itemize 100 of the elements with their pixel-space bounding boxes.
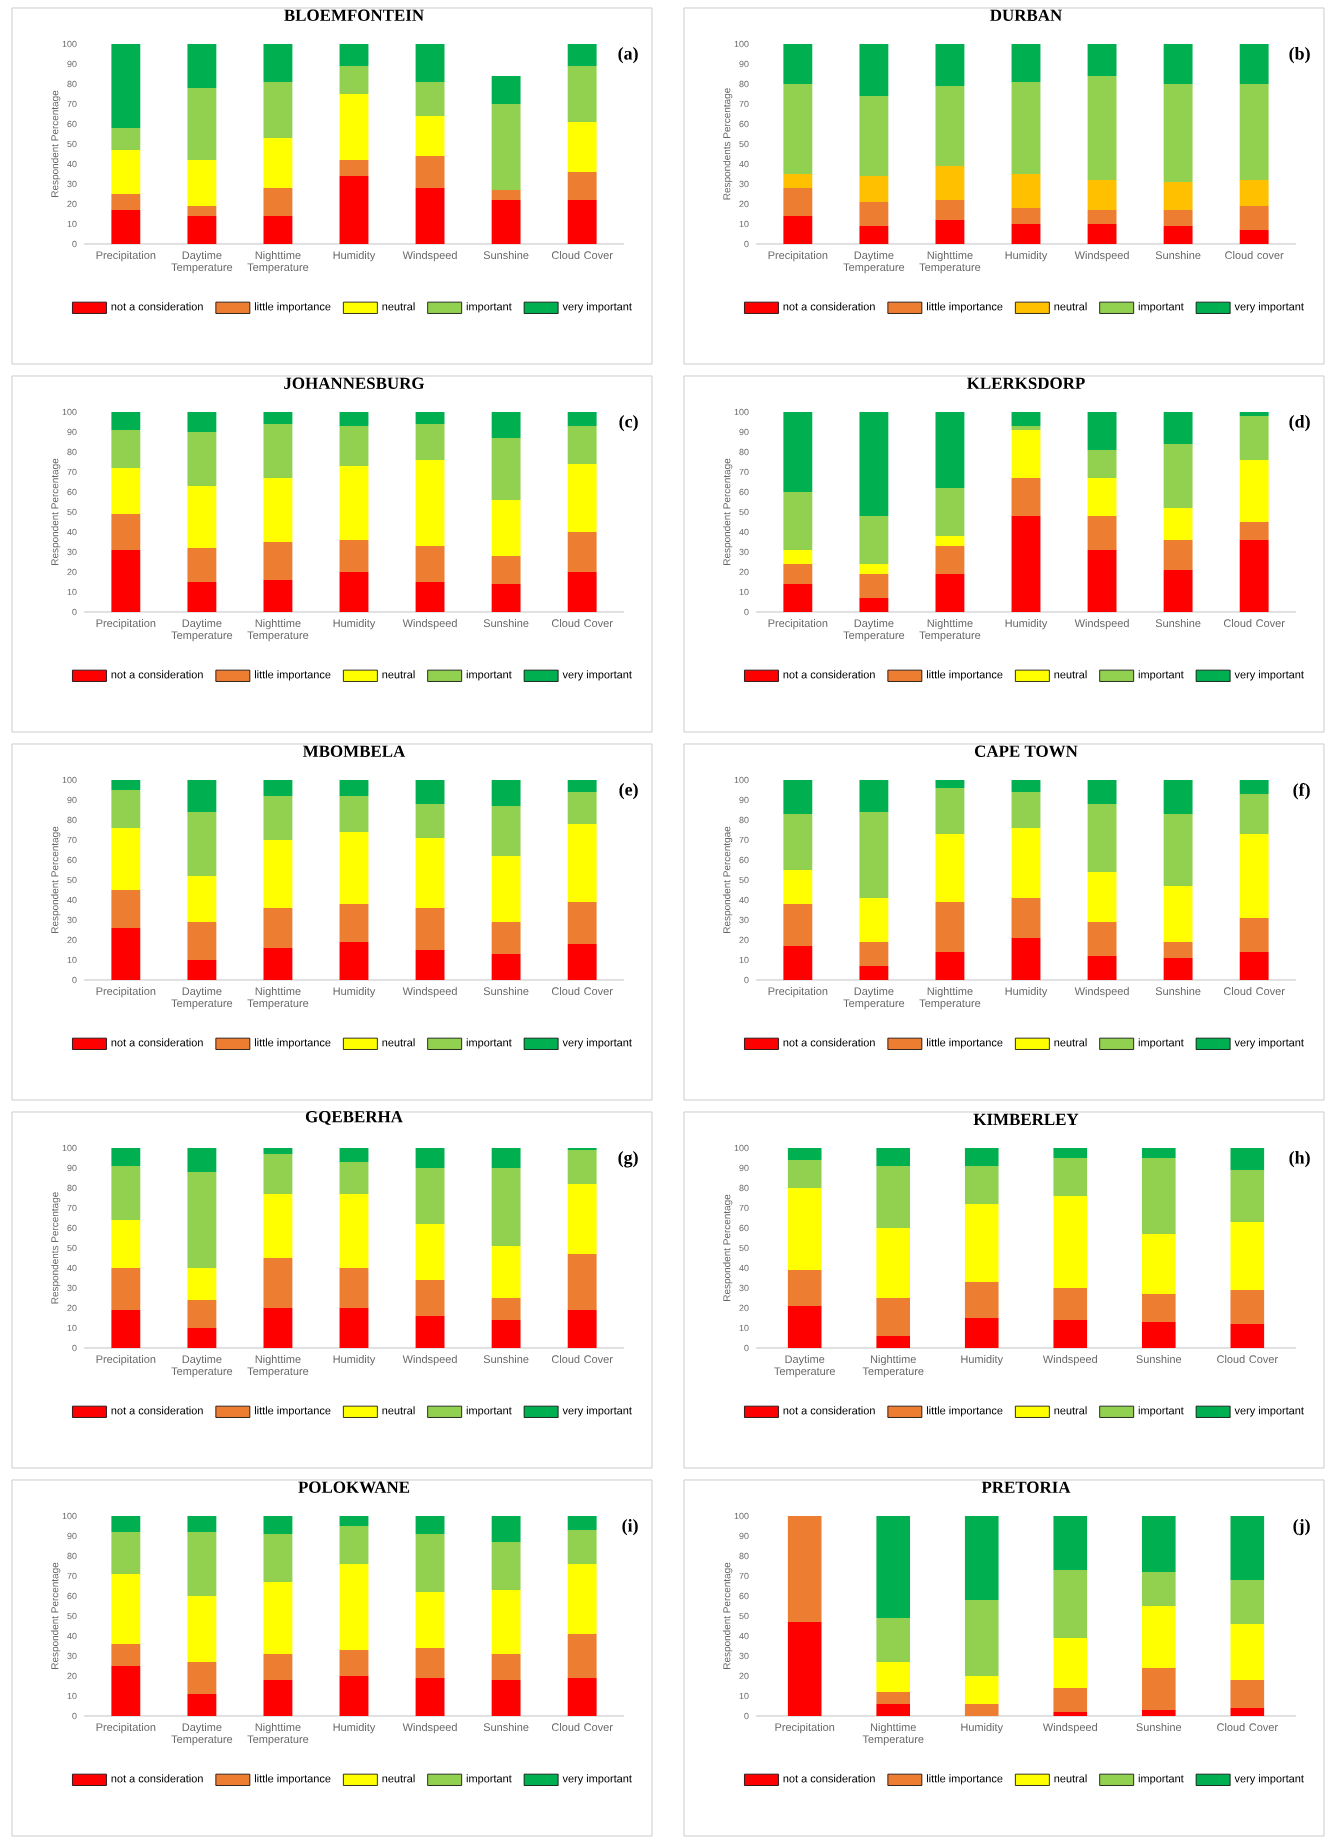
bar: [187, 811, 217, 876]
bar: [263, 187, 293, 216]
bar: [187, 1693, 217, 1716]
bar: [935, 787, 965, 834]
bar: [787, 1515, 822, 1622]
bar: [567, 791, 597, 824]
bar: [1239, 229, 1269, 244]
annotation: (b): [1289, 47, 1310, 64]
bar: [1053, 1569, 1088, 1638]
bar: [1230, 1579, 1265, 1624]
bar: [1087, 549, 1117, 612]
bar: [111, 1309, 141, 1348]
bar: [787, 1159, 822, 1188]
bar: [567, 1253, 597, 1310]
bar: [415, 949, 445, 980]
bar: [187, 547, 217, 582]
bar: [111, 149, 141, 194]
bar: [415, 459, 445, 546]
bar: [187, 1327, 217, 1348]
bar: [1163, 83, 1193, 182]
bar: [263, 541, 293, 580]
bar: [1141, 1571, 1176, 1606]
bar: [339, 903, 369, 942]
bar: [111, 209, 141, 244]
bar: [567, 1633, 597, 1678]
bar: [787, 1147, 822, 1160]
bar: [263, 947, 293, 980]
bar: [935, 411, 965, 488]
bar: [263, 43, 293, 82]
bar: [187, 1531, 217, 1596]
bar: [263, 1679, 293, 1716]
bar: [263, 1653, 293, 1680]
bar: [935, 901, 965, 952]
bar: [263, 1515, 293, 1534]
bar: [415, 1647, 445, 1678]
annotation: (g): [618, 1151, 638, 1168]
bar: [339, 43, 369, 66]
bar: [263, 1257, 293, 1308]
bar: [339, 795, 369, 832]
bar: [263, 81, 293, 138]
bar: [1087, 209, 1117, 224]
bar: [187, 1267, 217, 1300]
bar: [491, 499, 521, 556]
bar: [1230, 1169, 1265, 1222]
bar: [876, 1165, 911, 1228]
bar: [783, 903, 813, 946]
bar: [1239, 179, 1269, 206]
annotation: (a): [618, 47, 638, 64]
bar: [1011, 897, 1041, 938]
bar: [1230, 1221, 1265, 1290]
bar: [1239, 459, 1269, 522]
bar: [491, 1147, 521, 1168]
bar: [1011, 173, 1041, 208]
bar: [859, 563, 889, 574]
bar: [415, 803, 445, 838]
bar: [1011, 207, 1041, 224]
bar: [859, 201, 889, 226]
bar: [415, 115, 445, 156]
bar: [415, 187, 445, 244]
bar: [1053, 1515, 1088, 1570]
bar: [1087, 477, 1117, 516]
bar: [859, 597, 889, 612]
bar: [415, 1315, 445, 1348]
bar: [783, 215, 813, 244]
chart-title: POLOKWANE: [298, 1481, 410, 1493]
bar: [567, 411, 597, 426]
bar: [263, 1307, 293, 1348]
bar: [339, 1515, 369, 1526]
bar: [491, 1297, 521, 1320]
bar: [1053, 1637, 1088, 1688]
bar: [1230, 1515, 1265, 1580]
bar: [339, 175, 369, 244]
bar: [491, 75, 521, 104]
bar: [1230, 1323, 1265, 1348]
bar: [1163, 507, 1193, 540]
bar: [1053, 1287, 1088, 1320]
bar: [1239, 205, 1269, 230]
bar: [1011, 411, 1041, 426]
bar: [1141, 1147, 1176, 1158]
bar: [415, 43, 445, 82]
bar: [783, 83, 813, 174]
bar: [263, 423, 293, 478]
bar: [787, 1621, 822, 1716]
bar: [339, 1147, 369, 1162]
bar: [964, 1165, 999, 1204]
bar: [1087, 515, 1117, 550]
bar: [415, 837, 445, 908]
bar: [1239, 415, 1269, 460]
bar: [1163, 779, 1193, 814]
bar: [1087, 955, 1117, 980]
bar: [415, 1677, 445, 1716]
bar: [187, 431, 217, 486]
bar: [111, 1573, 141, 1644]
bar: [876, 1147, 911, 1166]
bar: [783, 945, 813, 980]
bar: [567, 1515, 597, 1530]
bar: [1141, 1321, 1176, 1348]
bar: [1230, 1289, 1265, 1324]
bar: [1163, 411, 1193, 444]
bar: [339, 1563, 369, 1650]
